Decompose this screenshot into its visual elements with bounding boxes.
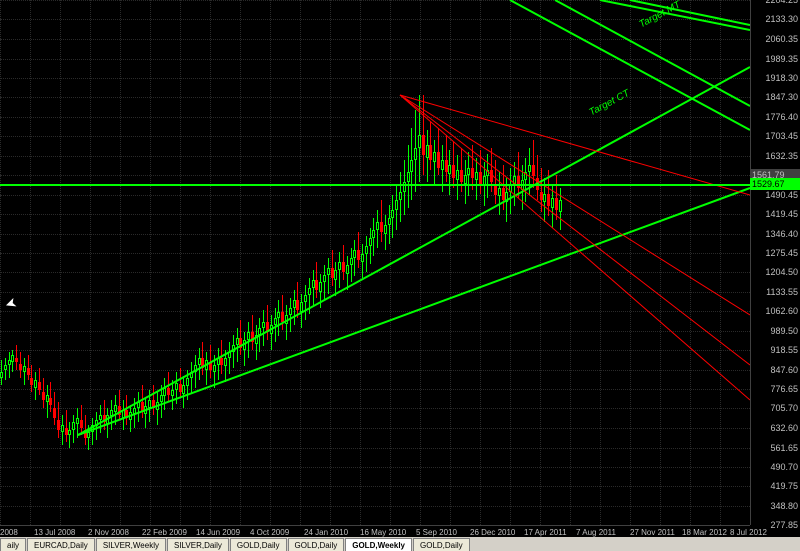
time-tick-label: 18 Mar 2012 [682,528,727,537]
time-tick-label: 2008 [0,528,18,537]
price-tick-label: 1989.35 [765,54,798,64]
price-tick-label: 989.50 [770,326,798,336]
chart-tab[interactable]: EURCAD,Daily [27,538,95,551]
chart-tab[interactable]: SILVER,Weekly [96,538,166,551]
price-tick-label: 277.85 [770,520,798,530]
price-tick-label: 1062.60 [765,306,798,316]
time-tick-label: 24 Jan 2010 [304,528,348,537]
price-tick-label: 1419.45 [765,209,798,219]
price-tick-label: 776.65 [770,384,798,394]
price-tick-label: 2204.25 [765,0,798,5]
price-tick-label: 348.80 [770,501,798,511]
time-tick-label: 7 Aug 2011 [576,528,616,537]
chart-tab[interactable]: SILVER,Daily [167,538,229,551]
price-tick-label: 1918.30 [765,73,798,83]
time-tick-label: 17 Apr 2011 [524,528,567,537]
price-tick-label: 1847.30 [765,92,798,102]
time-tick-label: 8 Jul 2012 [730,528,767,537]
chart-tab[interactable]: GOLD,Daily [230,538,287,551]
price-tick-label: 632.60 [770,423,798,433]
price-tick-label: 847.60 [770,365,798,375]
chart-tab[interactable]: GOLD,Daily [413,538,470,551]
price-tick-label: 918.55 [770,345,798,355]
price-tick-label: 1346.40 [765,229,798,239]
chart-tab[interactable]: GOLD,Daily [288,538,345,551]
chart-tab[interactable]: GOLD,Weekly [345,538,412,551]
time-tick-label: 26 Dec 2010 [470,528,515,537]
price-tick-label: 419.75 [770,481,798,491]
price-tick-label: 1133.55 [766,287,798,297]
time-tick-label: 27 Nov 2011 [630,528,675,537]
price-tick-label: 2060.35 [765,34,798,44]
time-tick-label: 14 Jun 2009 [196,528,240,537]
time-tick-label: 4 Oct 2009 [250,528,289,537]
chart-tabs: ailyEURCAD,DailySILVER,WeeklySILVER,Dail… [0,537,800,551]
time-tick-label: 5 Sep 2010 [416,528,457,537]
price-axis: 2204.25 2133.30 2060.35 1989.35 1918.30 1847.… [750,0,800,525]
price-tick-label: 1632.35 [765,151,798,161]
price-tick-label: 1204.50 [765,267,798,277]
time-tick-label: 13 Jul 2008 [34,528,75,537]
trend-line[interactable] [400,95,750,315]
chart-plot-area[interactable]: Target MTTarget CT ➤ [0,0,750,525]
price-tick-label: 705.70 [770,403,798,413]
price-tick-label: 561.65 [770,443,798,453]
price-tick-label: 1490.45 [765,190,798,200]
price-tick-label: 1275.45 [765,248,798,258]
time-tick-label: 22 Feb 2009 [142,528,187,537]
trend-line[interactable] [400,95,750,400]
horizontal-support-line[interactable] [0,184,750,186]
price-tick-label: 490.70 [770,462,798,472]
price-tick-label: 1776.40 [765,112,798,122]
price-tick-label: 2133.30 [765,14,798,24]
chart-annotation: Target CT [587,88,631,118]
time-tick-label: 16 May 2010 [360,528,406,537]
price-tick-label: 1703.45 [765,131,798,141]
price-marker: 1529.67 [750,178,800,190]
time-axis: 2008 13 Jul 2008 2 Nov 2008 22 Feb 2009 14 J… [0,525,750,537]
chart-tab[interactable]: aily [0,538,26,551]
time-tick-label: 2 Nov 2008 [88,528,129,537]
